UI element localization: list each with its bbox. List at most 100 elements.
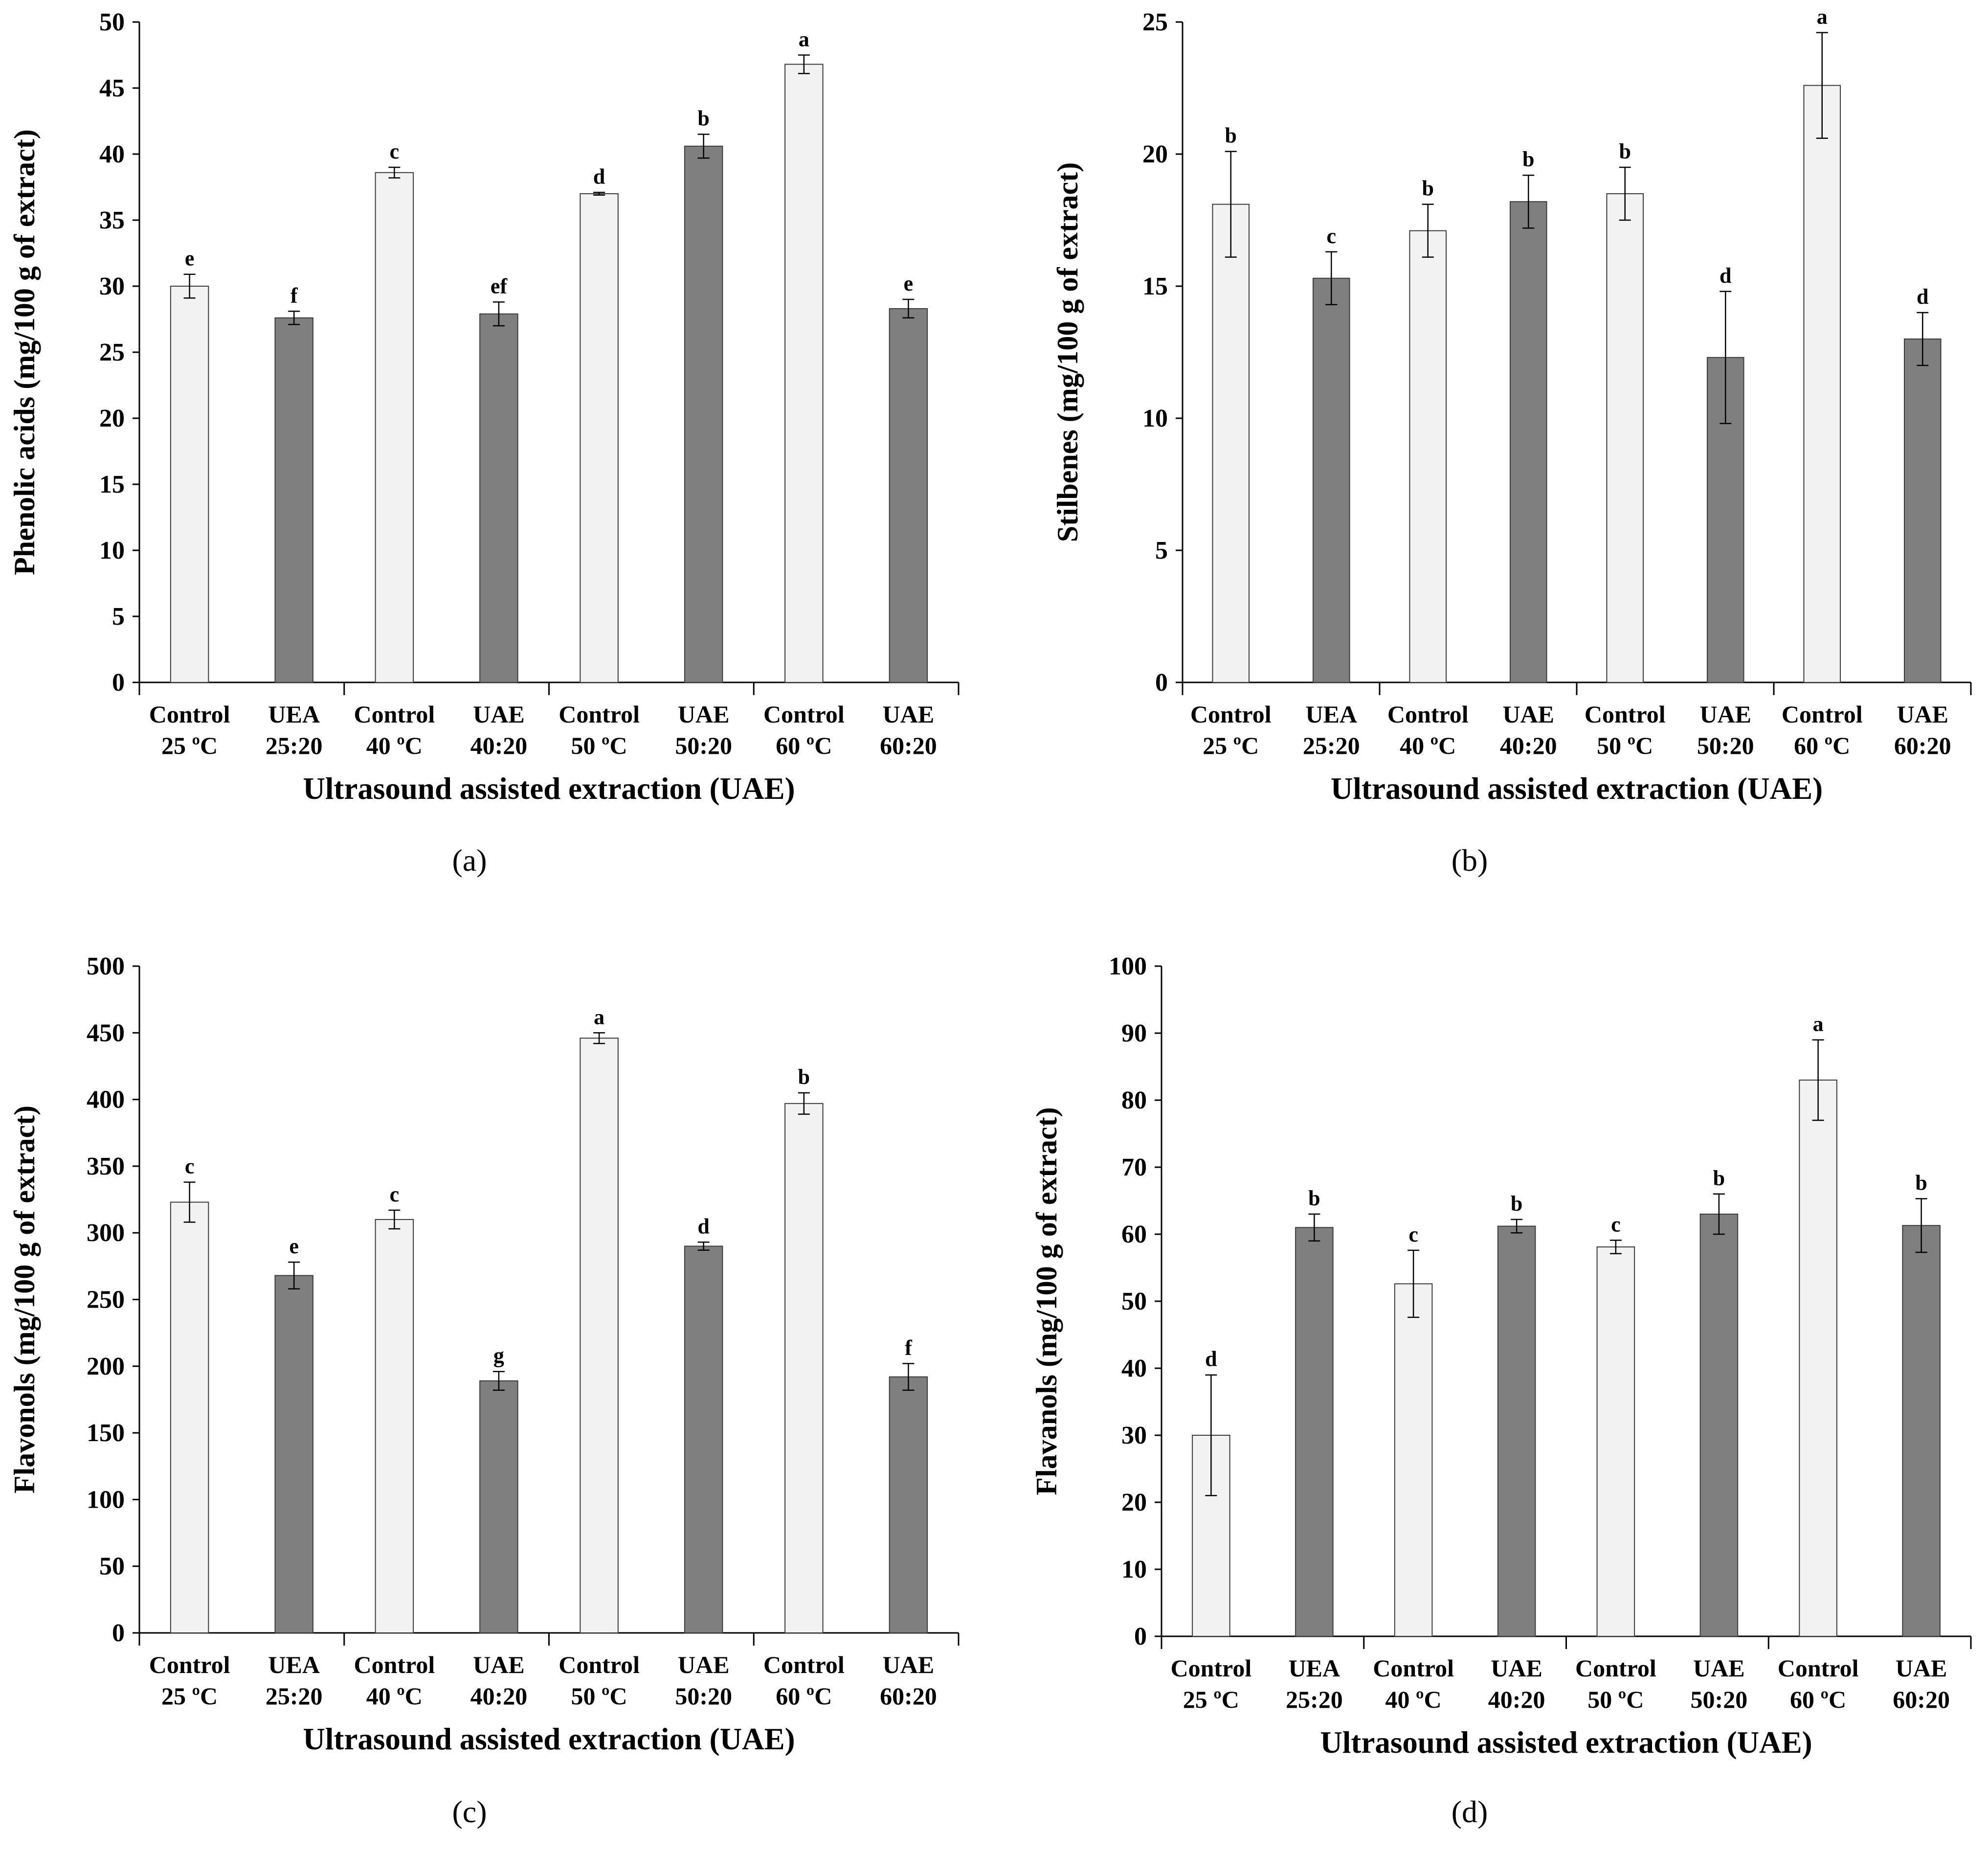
significance-letter: b bbox=[1308, 1186, 1320, 1210]
x-category-sublabel: 25:20 bbox=[266, 1682, 323, 1710]
x-category-sublabel: 40 ºC bbox=[366, 732, 423, 759]
x-category-label: UAE bbox=[473, 701, 525, 728]
x-category-label: Control bbox=[1170, 1654, 1251, 1682]
y-tick-label: 10 bbox=[1142, 405, 1168, 432]
y-tick-label: 40 bbox=[99, 140, 125, 168]
x-category-sublabel: 50 ºC bbox=[571, 1682, 627, 1710]
significance-letter: e bbox=[289, 1234, 299, 1258]
x-category-label: Control bbox=[1778, 1654, 1859, 1682]
y-tick-label: 15 bbox=[1142, 272, 1168, 300]
y-tick-label: 100 bbox=[87, 1486, 125, 1514]
bar-control bbox=[1799, 1079, 1837, 1637]
x-category-sublabel: 40:20 bbox=[470, 1682, 528, 1710]
x-category-label: UAE bbox=[1502, 701, 1554, 728]
y-tick-label: 0 bbox=[112, 1619, 125, 1647]
x-category-label: Control bbox=[1575, 1654, 1656, 1682]
significance-letter: c bbox=[390, 1182, 400, 1206]
y-tick-label: 250 bbox=[87, 1286, 125, 1314]
y-tick-label: 0 bbox=[112, 669, 125, 697]
x-category-sublabel: 40 ºC bbox=[1385, 1686, 1442, 1713]
bar-uae bbox=[889, 1376, 928, 1633]
x-category-sublabel: 25 ºC bbox=[1203, 732, 1259, 759]
x-category-label: UEA bbox=[268, 701, 320, 728]
significance-letter: f bbox=[290, 283, 298, 307]
bar-control bbox=[1394, 1283, 1433, 1637]
x-category-sublabel: 50 ºC bbox=[571, 732, 627, 759]
x-category-sublabel: 40:20 bbox=[470, 732, 528, 759]
significance-letter: d bbox=[593, 164, 605, 188]
bar-uae bbox=[274, 1275, 313, 1633]
y-tick-label: 5 bbox=[112, 603, 125, 631]
y-tick-label: 50 bbox=[99, 8, 125, 36]
y-tick-label: 25 bbox=[99, 339, 125, 366]
significance-letter: b bbox=[697, 107, 709, 131]
bar-uae bbox=[1509, 201, 1547, 683]
x-category-sublabel: 50:20 bbox=[675, 1682, 732, 1710]
x-axis-title: Ultrasound assisted extraction (UAE) bbox=[1331, 771, 1823, 806]
y-tick-label: 200 bbox=[87, 1353, 125, 1380]
y-tick-label: 50 bbox=[1121, 1288, 1147, 1315]
significance-letter: c bbox=[185, 1154, 195, 1178]
bar-uae bbox=[1497, 1225, 1536, 1637]
x-category-sublabel: 25 ºC bbox=[1183, 1686, 1239, 1713]
significance-letter: b bbox=[1522, 147, 1534, 171]
y-tick-label: 30 bbox=[1121, 1422, 1147, 1449]
y-tick-label: 60 bbox=[1121, 1221, 1147, 1248]
x-category-label: UAE bbox=[883, 701, 935, 728]
x-category-sublabel: 50:20 bbox=[1697, 732, 1754, 759]
y-tick-label: 70 bbox=[1121, 1153, 1147, 1181]
y-tick-label: 5 bbox=[1155, 537, 1168, 565]
y-tick-label: 20 bbox=[99, 405, 125, 432]
y-tick-label: 500 bbox=[87, 952, 125, 980]
significance-letter: e bbox=[185, 247, 195, 271]
x-category-label: UAE bbox=[1693, 1654, 1745, 1682]
x-category-label: UEA bbox=[268, 1651, 320, 1678]
x-category-sublabel: 40 ºC bbox=[1400, 732, 1456, 759]
x-category-label: UAE bbox=[883, 1651, 935, 1678]
x-category-sublabel: 40:20 bbox=[1500, 732, 1557, 759]
y-axis-title: Stilbenes (mg/100 g of extract) bbox=[1051, 162, 1084, 542]
bar-uae bbox=[684, 1245, 723, 1633]
y-tick-label: 0 bbox=[1155, 669, 1168, 697]
x-category-sublabel: 25:20 bbox=[1303, 732, 1360, 759]
panel-caption: (d) bbox=[1452, 1794, 1488, 1829]
x-category-sublabel: 40:20 bbox=[1488, 1686, 1545, 1713]
bar-control bbox=[1803, 85, 1841, 683]
significance-letter: b bbox=[1915, 1171, 1927, 1195]
x-category-sublabel: 60 ºC bbox=[1794, 732, 1850, 759]
y-tick-label: 350 bbox=[87, 1153, 125, 1180]
x-category-sublabel: 60 ºC bbox=[776, 732, 832, 759]
y-tick-label: 35 bbox=[99, 206, 125, 234]
significance-letter: g bbox=[493, 1344, 504, 1368]
bar-uae bbox=[1699, 1213, 1739, 1637]
panel-caption: (b) bbox=[1452, 843, 1488, 878]
bar-control bbox=[1596, 1246, 1635, 1637]
x-category-label: UAE bbox=[1896, 1654, 1947, 1682]
x-category-label: Control bbox=[1373, 1654, 1454, 1682]
chart-panel-c: 0 50 100 150 200 250 300 350 400 450 500 c Control 25… bbox=[8, 952, 960, 1829]
panel-caption: (a) bbox=[452, 843, 487, 878]
x-category-label: Control bbox=[354, 1651, 435, 1678]
x-category-sublabel: 60 ºC bbox=[776, 1682, 832, 1710]
significance-letter: b bbox=[1713, 1166, 1725, 1190]
bar-uae bbox=[1295, 1227, 1334, 1637]
y-tick-label: 45 bbox=[99, 74, 125, 102]
x-category-sublabel: 50 ºC bbox=[1587, 1686, 1644, 1713]
x-category-sublabel: 60:20 bbox=[1893, 1686, 1950, 1713]
x-category-label: UAE bbox=[1491, 1654, 1542, 1682]
x-category-sublabel: 25 ºC bbox=[161, 1682, 218, 1710]
bar-uae bbox=[1902, 1225, 1941, 1637]
x-category-sublabel: 60 ºC bbox=[1790, 1686, 1846, 1713]
x-category-label: UAE bbox=[678, 701, 730, 728]
chart-panel-b: 0 5 10 15 20 25 b Control 25 ºC c UEA 25:20 b Control… bbox=[1051, 5, 1972, 878]
bar-uae bbox=[1312, 277, 1350, 683]
x-category-sublabel: 50:20 bbox=[675, 732, 732, 759]
significance-letter: b bbox=[1225, 124, 1236, 148]
bar-uae bbox=[479, 313, 518, 683]
x-category-sublabel: 40 ºC bbox=[366, 1682, 423, 1710]
significance-letter: c bbox=[1408, 1222, 1418, 1246]
significance-letter: d bbox=[1205, 1347, 1217, 1371]
x-axis-title: Ultrasound assisted extraction (UAE) bbox=[1320, 1725, 1812, 1760]
bar-control bbox=[580, 1038, 619, 1634]
